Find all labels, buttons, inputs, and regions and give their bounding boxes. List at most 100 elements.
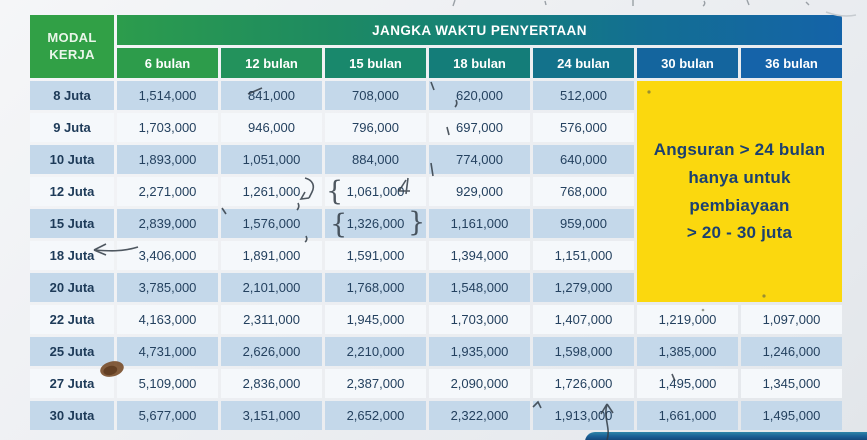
angsuran-value-cell: 1,385,000 [637,337,738,366]
table-row: 25 Juta 4,731,000 2,626,000 2,210,000 1,935,… [30,337,842,366]
angsuran-value-cell: 1,279,000 [533,273,634,302]
angsuran-value-cell: 1,495,000 [637,369,738,398]
angsuran-value-cell: 4,163,000 [117,305,218,334]
angsuran-value-cell: 2,271,000 [117,177,218,206]
row-label: 8 Juta [30,81,114,110]
angsuran-value-cell: 620,000 [429,81,530,110]
row-label: 18 Juta [30,241,114,270]
table-row: 10 Juta 1,893,000 1,051,000 884,000 774,000 6… [30,145,842,174]
angsuran-value-cell: 1,345,000 [741,369,842,398]
table-row: 15 Juta 2,839,000 1,576,000 1,326,000 1,161,… [30,209,842,238]
angsuran-value-cell: 1,548,000 [429,273,530,302]
angsuran-value-cell: 4,731,000 [117,337,218,366]
table-row: 9 Juta 1,703,000 946,000 796,000 697,000 576,… [30,113,842,142]
angsuran-value-cell: 3,151,000 [221,401,322,430]
angsuran-value-cell: 1,326,000 [325,209,426,238]
row-label: 27 Juta [30,369,114,398]
angsuran-value-cell: 1,945,000 [325,305,426,334]
angsuran-value-cell: 1,935,000 [429,337,530,366]
angsuran-value-cell: 2,626,000 [221,337,322,366]
angsuran-value-cell: 2,839,000 [117,209,218,238]
column-header: 18 bulan [429,48,530,78]
angsuran-value-cell: 1,661,000 [637,401,738,430]
row-label: 30 Juta [30,401,114,430]
angsuran-value-cell: 1,495,000 [741,401,842,430]
table-row: 18 Juta 3,406,000 1,891,000 1,591,000 1,394,… [30,241,842,270]
notice-text: Angsuran > 24 bulan hanya untuk pembiayaan… [653,140,826,243]
row-label: 12 Juta [30,177,114,206]
angsuran-value-cell: 697,000 [429,113,530,142]
angsuran-value-cell: 1,893,000 [117,145,218,174]
angsuran-value-cell: 1,151,000 [533,241,634,270]
angsuran-value-cell: 3,785,000 [117,273,218,302]
angsuran-value-cell: 1,246,000 [741,337,842,366]
angsuran-value-cell: 2,652,000 [325,401,426,430]
angsuran-value-cell: 2,101,000 [221,273,322,302]
angsuran-value-cell: 1,051,000 [221,145,322,174]
angsuran-value-cell: 959,000 [533,209,634,238]
angsuran-value-cell: 1,161,000 [429,209,530,238]
angsuran-value-cell: 796,000 [325,113,426,142]
angsuran-value-cell: 1,726,000 [533,369,634,398]
column-header: 15 bulan [325,48,426,78]
angsuran-value-cell: 2,090,000 [429,369,530,398]
span-header-jangka-waktu: JANGKA WAKTU PENYERTAAN [117,15,842,45]
corner-header-modal-kerja: MODAL KERJA [30,15,114,78]
table-row: 8 Juta 1,514,000 841,000 708,000 620,000 512,… [30,81,842,302]
angsuran-value-cell: 640,000 [533,145,634,174]
table-row: 27 Juta 5,109,000 2,836,000 2,387,000 2,090,… [30,369,842,398]
angsuran-value-cell: 1,261,000 [221,177,322,206]
row-label: 22 Juta [30,305,114,334]
row-label: 9 Juta [30,113,114,142]
angsuran-value-cell: 1,598,000 [533,337,634,366]
angsuran-value-cell: 3,406,000 [117,241,218,270]
row-label: 20 Juta [30,273,114,302]
angsuran-value-cell: 1,407,000 [533,305,634,334]
angsuran-value-cell: 1,097,000 [741,305,842,334]
angsuran-value-cell: 1,591,000 [325,241,426,270]
table-row: 20 Juta 3,785,000 2,101,000 1,768,000 1,548,… [30,273,842,302]
column-header: 30 bulan [637,48,738,78]
row-label: 15 Juta [30,209,114,238]
angsuran-table: MODAL KERJA JANGKA WAKTU PENYERTAAN 6 bu… [27,12,845,433]
angsuran-value-cell: 2,836,000 [221,369,322,398]
angsuran-value-cell: 2,210,000 [325,337,426,366]
angsuran-value-cell: 576,000 [533,113,634,142]
angsuran-value-cell: 1,219,000 [637,305,738,334]
angsuran-value-cell: 1,576,000 [221,209,322,238]
angsuran-value-cell: 1,891,000 [221,241,322,270]
angsuran-value-cell: 5,109,000 [117,369,218,398]
notice-cell: Angsuran > 24 bulan hanya untuk pembiayaan… [637,81,842,302]
angsuran-value-cell: 946,000 [221,113,322,142]
angsuran-value-cell: 768,000 [533,177,634,206]
row-label: 10 Juta [30,145,114,174]
column-header: 36 bulan [741,48,842,78]
angsuran-value-cell: 2,311,000 [221,305,322,334]
angsuran-value-cell: 1,768,000 [325,273,426,302]
angsuran-value-cell: 1,913,000 [533,401,634,430]
angsuran-value-cell: 1,394,000 [429,241,530,270]
angsuran-value-cell: 774,000 [429,145,530,174]
cutoff-text-remnants [452,0,810,7]
angsuran-value-cell: 708,000 [325,81,426,110]
angsuran-value-cell: 2,322,000 [429,401,530,430]
angsuran-value-cell: 1,703,000 [429,305,530,334]
cropped-bottom-banner [585,432,867,440]
angsuran-value-cell: 929,000 [429,177,530,206]
header-band-row: MODAL KERJA JANGKA WAKTU PENYERTAAN [30,15,842,78]
angsuran-value-cell: 5,677,000 [117,401,218,430]
angsuran-value-cell: 1,703,000 [117,113,218,142]
column-header: 6 bulan [117,48,218,78]
angsuran-value-cell: 2,387,000 [325,369,426,398]
row-label: 25 Juta [30,337,114,366]
angsuran-value-cell: 841,000 [221,81,322,110]
angsuran-value-cell: 512,000 [533,81,634,110]
angsuran-value-cell: 884,000 [325,145,426,174]
table-row: 30 Juta 5,677,000 3,151,000 2,652,000 2,322,… [30,401,842,430]
angsuran-value-cell: 1,514,000 [117,81,218,110]
table-row: 22 Juta 4,163,000 2,311,000 1,945,000 1,703,… [30,305,842,334]
angsuran-value-cell: 1,061,000 [325,177,426,206]
column-header-row: 6 bulan 12 bulan 15 bulan 18 bulan 24 bulan 3… [30,48,842,78]
column-header: 12 bulan [221,48,322,78]
